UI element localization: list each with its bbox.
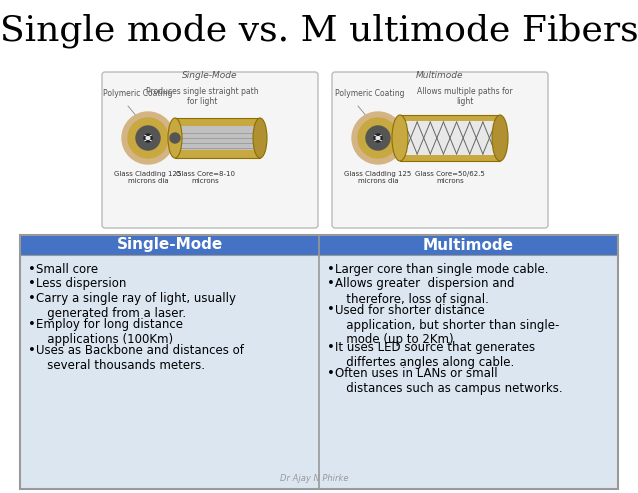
Circle shape [374,134,382,142]
Text: Allows multiple paths for
light: Allows multiple paths for light [417,87,513,106]
Circle shape [170,133,180,143]
Text: Used for shorter distance
   application, but shorter than single-
   mode (up t: Used for shorter distance application, b… [335,304,560,347]
Text: Glass Cladding 125
microns dia: Glass Cladding 125 microns dia [345,171,412,184]
Text: •: • [28,263,36,276]
Text: Glass Cladding 125
microns dia: Glass Cladding 125 microns dia [114,171,182,184]
Text: Less dispersion: Less dispersion [36,278,126,290]
Text: •: • [28,292,36,305]
Ellipse shape [392,115,408,161]
Text: Uses as Backbone and distances of
   several thousands meters.: Uses as Backbone and distances of severa… [36,344,244,372]
Text: Dr Ajay N Phirke: Dr Ajay N Phirke [279,474,348,483]
Text: Allows greater  dispersion and
   therefore, loss of signal.: Allows greater dispersion and therefore,… [335,278,514,306]
Ellipse shape [253,118,267,158]
Text: Small core: Small core [36,263,98,276]
Text: It uses LED source that generates
   differtes angles along cable.: It uses LED source that generates differ… [335,341,535,369]
Text: •: • [327,367,335,380]
Text: Carry a single ray of light, usually
   generated from a laser.: Carry a single ray of light, usually gen… [36,292,236,320]
Text: Multimode: Multimode [416,71,464,80]
Text: •: • [28,278,36,290]
Text: •: • [327,304,335,317]
Bar [177,126,258,150]
Text: •: • [327,278,335,290]
Bar [400,115,500,161]
FancyBboxPatch shape [102,72,318,228]
Circle shape [358,118,398,158]
Text: Single-Mode: Single-Mode [116,238,223,252]
FancyBboxPatch shape [332,72,548,228]
Text: Polymeric Coating: Polymeric Coating [335,89,404,98]
Ellipse shape [492,115,508,161]
Bar [20,235,319,255]
Text: Single-Mode: Single-Mode [182,71,238,80]
Text: •: • [327,263,335,276]
Text: •: • [327,341,335,354]
Circle shape [352,112,404,164]
Bar [20,235,618,489]
Text: Polymeric Coating: Polymeric Coating [103,89,173,98]
Text: •: • [28,344,36,357]
Circle shape [136,126,160,150]
Ellipse shape [168,118,182,158]
Circle shape [144,134,152,142]
Text: Single mode vs. M ultimode Fibers: Single mode vs. M ultimode Fibers [0,14,638,48]
Text: Glass Core=8-10
microns: Glass Core=8-10 microns [175,171,235,184]
Bar [319,235,618,255]
Text: •: • [28,318,36,331]
Text: Larger core than single mode cable.: Larger core than single mode cable. [335,263,549,276]
Text: Multimode: Multimode [423,238,514,252]
Circle shape [128,118,168,158]
Circle shape [366,126,390,150]
Bar [175,118,260,158]
Text: Employ for long distance
   applications (100Km): Employ for long distance applications (1… [36,318,183,346]
Text: Glass Core=50/62.5
microns: Glass Core=50/62.5 microns [415,171,485,184]
Bar [402,121,498,155]
Bar [20,235,618,489]
Text: Often uses in LANs or small
   distances such as campus networks.: Often uses in LANs or small distances su… [335,367,563,395]
Text: Produces single straight path
for light: Produces single straight path for light [145,87,258,106]
Circle shape [122,112,174,164]
